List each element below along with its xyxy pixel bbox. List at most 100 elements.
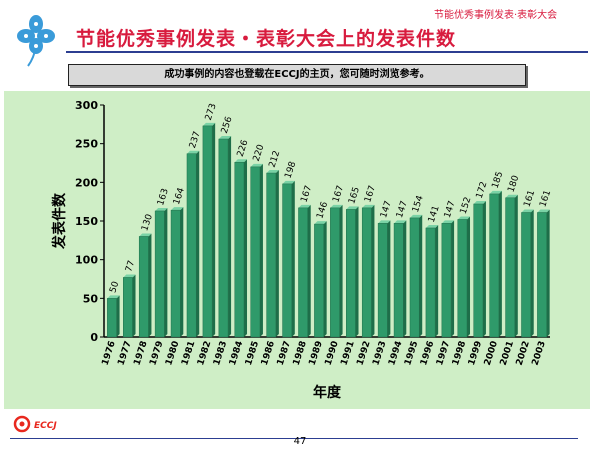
- bar: [266, 172, 277, 338]
- x-tick-label: 1991: [339, 340, 356, 367]
- bar-side: [275, 170, 279, 337]
- x-tick-label: 1983: [212, 340, 229, 367]
- bar: [314, 223, 324, 338]
- bar-side: [148, 233, 152, 337]
- bar-top: [521, 209, 534, 213]
- data-label: 130: [140, 213, 155, 233]
- bar: [138, 236, 149, 338]
- bar: [154, 210, 165, 338]
- data-label: 172: [475, 180, 490, 199]
- bar-side: [244, 159, 248, 337]
- bar-top: [282, 180, 295, 184]
- data-label: 167: [299, 184, 314, 203]
- x-tick-label: 1993: [371, 340, 388, 367]
- x-axis-label: 年度: [313, 384, 342, 401]
- bar-top: [202, 122, 216, 126]
- y-tick-label: 150: [75, 215, 98, 228]
- x-tick-label: 2003: [531, 340, 548, 367]
- bar-top: [441, 220, 455, 224]
- x-tick-label: 1999: [467, 340, 484, 367]
- x-tick-label: 1996: [419, 340, 436, 367]
- bar-side: [228, 136, 232, 337]
- data-label: 147: [395, 200, 410, 219]
- bar-top: [346, 206, 359, 210]
- data-label: 237: [188, 130, 203, 149]
- bar-side: [132, 274, 136, 337]
- x-tick-label: 1998: [451, 340, 468, 367]
- title-divider: [66, 51, 588, 53]
- data-label: 154: [411, 194, 426, 214]
- bar-top: [489, 190, 502, 194]
- bar: [186, 153, 197, 338]
- bar-top: [218, 136, 232, 140]
- bar-top: [139, 233, 152, 237]
- data-label: 226: [236, 138, 251, 158]
- bar-chart: 0 50 100 150 200 250 300 50 1976 77 1977 130 1978 163…: [51, 99, 553, 401]
- x-tick-label: 1994: [387, 340, 404, 367]
- bar: [489, 193, 500, 338]
- data-label: 185: [491, 170, 506, 189]
- bar-side: [419, 214, 423, 337]
- data-label: 167: [331, 184, 346, 203]
- x-tick-label: 1976: [101, 340, 118, 367]
- bar-top: [505, 194, 518, 198]
- bar-side: [116, 295, 120, 337]
- bar: [361, 207, 372, 338]
- data-label: 220: [252, 143, 267, 163]
- y-axis-label: 发表件数: [51, 192, 68, 250]
- data-label: 50: [108, 280, 121, 294]
- header-title: 节能优秀事例发表·表彰大会: [434, 10, 558, 21]
- bar-top: [409, 214, 423, 218]
- bar-top: [473, 200, 486, 204]
- y-tick-label: 250: [75, 138, 98, 151]
- x-tick-label: 1977: [116, 340, 133, 367]
- bar-side: [164, 207, 168, 337]
- bar-top: [250, 163, 263, 167]
- bar-top: [123, 274, 136, 278]
- x-tick-label: 2000: [483, 340, 500, 367]
- eccj-logo-icon: ECCJ: [13, 415, 57, 433]
- x-tick-label: 2002: [515, 340, 532, 367]
- bar-side: [451, 220, 455, 337]
- bar-side: [212, 122, 216, 337]
- y-tick-label: 100: [75, 254, 98, 267]
- page-title: 节能优秀事例发表・表彰大会上的发表件数: [76, 28, 457, 50]
- x-tick-label: 1990: [324, 340, 341, 367]
- x-tick-label: 1978: [132, 340, 149, 367]
- bar: [537, 212, 547, 338]
- bar-side: [259, 163, 263, 337]
- data-label: 147: [443, 200, 458, 219]
- bar-side: [307, 204, 311, 337]
- bar-top: [457, 216, 471, 220]
- bar: [521, 212, 531, 338]
- x-tick-label: 1992: [355, 340, 372, 367]
- bar-top: [394, 220, 407, 224]
- data-label: 161: [522, 189, 537, 208]
- data-label: 152: [459, 196, 474, 215]
- x-tick-label: 1982: [196, 340, 213, 367]
- y-tick-label: 50: [83, 292, 99, 305]
- bar: [409, 217, 420, 338]
- bar-top: [330, 204, 343, 208]
- bar-top: [107, 295, 120, 299]
- bar-top: [234, 159, 248, 163]
- footer-logo-text: ECCJ: [34, 421, 57, 431]
- data-label: 180: [507, 174, 522, 194]
- bar-top: [378, 220, 391, 224]
- data-label: 212: [268, 150, 283, 169]
- bar-top: [537, 209, 550, 213]
- data-label: 161: [538, 189, 553, 208]
- bar: [218, 138, 229, 338]
- bar-top: [362, 204, 375, 208]
- bar-side: [403, 220, 407, 337]
- data-label: 198: [284, 160, 299, 180]
- bar-side: [498, 190, 502, 337]
- data-label: 147: [379, 200, 394, 219]
- bar-side: [355, 206, 359, 337]
- bar-side: [514, 194, 518, 337]
- bar: [330, 207, 340, 338]
- bar: [457, 219, 468, 338]
- bar: [107, 298, 117, 338]
- data-label: 167: [363, 184, 378, 203]
- x-tick-label: 1984: [228, 340, 245, 367]
